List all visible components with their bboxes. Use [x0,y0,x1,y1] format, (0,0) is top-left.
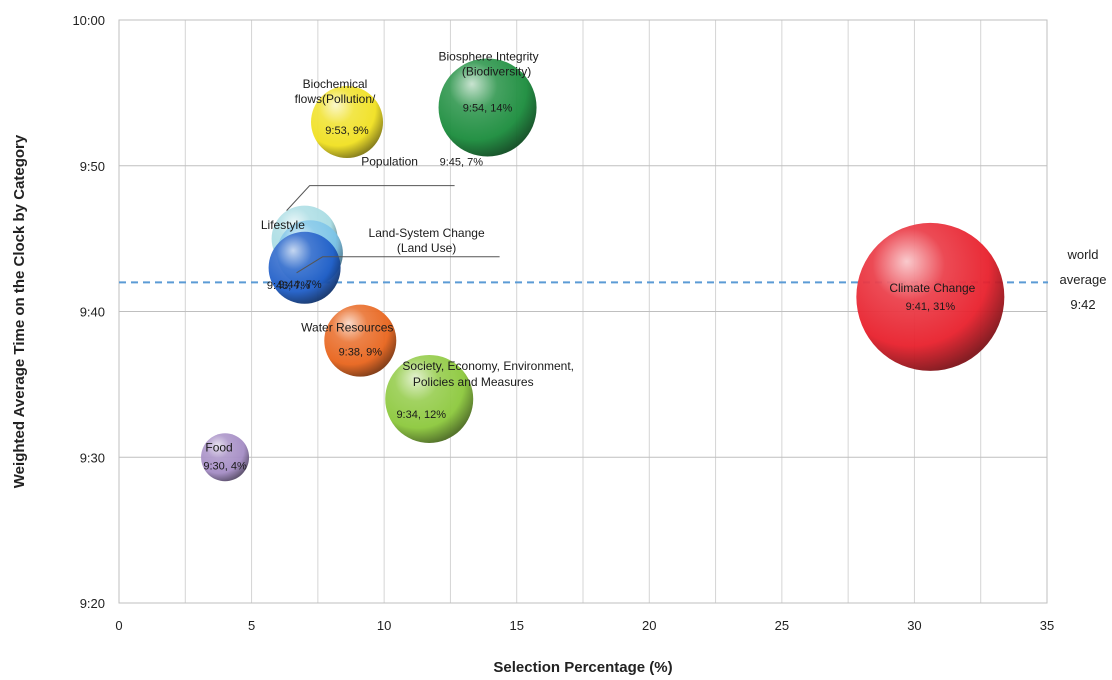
bubble-label-lifestyle: Lifestyle [261,218,305,232]
x-tick-label: 0 [115,618,122,633]
bubble-label-water-resources: Water Resources [301,321,393,335]
world-average-label: world [1066,247,1098,262]
bubble-value-water-resources: 9:38, 9% [339,347,383,359]
bubble-label-society-economy: Society, Economy, Environment, [402,359,574,373]
bubble-value-society-economy: 9:34, 12% [396,409,446,421]
bubbles [201,58,1005,482]
bubble-label-biosphere-integrity: (Biodiversity) [462,64,531,78]
x-tick-label: 10 [377,618,391,633]
leader-line-land-system-change [296,256,500,274]
x-tick-label: 35 [1040,618,1054,633]
bubble-biochemical-flows [311,86,384,159]
bubble-value-land-system-change: 9:43, 7% [267,280,311,292]
x-tick-label: 15 [509,618,523,633]
x-tick-label: 20 [642,618,656,633]
bubble-label-biochemical-flows: flows(Pollution/ [295,92,376,106]
bubble-label-land-system-change: Land-System Change [369,226,485,240]
bubble-label-population: Population [361,155,418,169]
bubble-climate-change [856,222,1005,371]
bubble-value-food: 9:30, 4% [203,460,247,472]
y-tick-label: 9:20 [80,596,105,611]
world-average-label: average [1060,272,1107,287]
bubble-label-biochemical-flows: Biochemical [303,77,368,91]
y-tick-label: 9:30 [80,450,105,465]
bubble-label-biosphere-integrity: Biosphere Integrity [439,49,539,63]
bubble-value-population: 9:45, 7% [440,157,484,169]
x-tick-label: 25 [775,618,789,633]
leader-line-population [286,185,455,211]
bubble-label-food: Food [205,440,232,454]
bubble-food [201,433,250,482]
axes: Selection Percentage (%) Weighted Averag… [11,13,1054,676]
bubble-label-climate-change: Climate Change [889,281,975,295]
bubble-value-biochemical-flows: 9:53, 9% [325,125,369,137]
x-tick-label: 5 [248,618,255,633]
x-axis-title: Selection Percentage (%) [493,659,672,676]
y-tick-label: 9:40 [80,305,105,320]
y-tick-label: 9:50 [80,159,105,174]
y-axis-title: Weighted Average Time on the Clock by Ca… [11,134,28,488]
bubble-biosphere-integrity [438,58,537,157]
x-tick-label: 30 [907,618,921,633]
bubble-value-biosphere-integrity: 9:54, 14% [463,102,513,114]
bubble-water-resources [324,304,397,377]
bubble-labels: Food 9:30, 4% Population 9:45, 7% Lifestyle 9… [203,49,975,472]
bubble-label-society-economy: Policies and Measures [413,375,534,389]
bubble-society-economy [385,354,474,443]
y-tick-label: 10:00 [72,13,105,28]
world-average-label: 9:42 [1070,297,1095,312]
bubble-value-climate-change: 9:41, 31% [906,301,956,313]
bubble-label-land-system-change: (Land Use) [397,241,456,255]
bubble-value-lifestyle: 9:44, 7% [278,279,322,291]
